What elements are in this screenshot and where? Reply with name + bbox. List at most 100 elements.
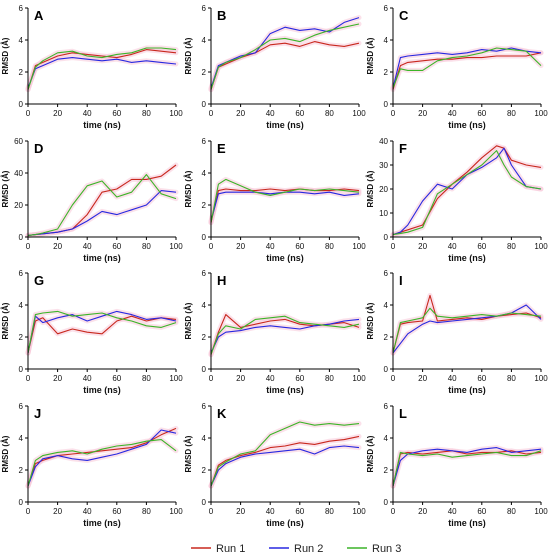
x-tick-label-i: 100 xyxy=(534,374,548,383)
y-axis-title-j: RMSD (Å) xyxy=(1,435,10,472)
x-tick-label-j: 80 xyxy=(142,507,151,516)
y-tick-label-g: 6 xyxy=(19,269,24,278)
series-c-run-2 xyxy=(392,47,542,89)
x-tick-label-c: 40 xyxy=(448,109,457,118)
x-tick-label-a: 20 xyxy=(53,109,62,118)
series-b-run-3 xyxy=(210,23,360,90)
y-tick-label-b: 2 xyxy=(202,68,207,77)
x-tick-label-h: 60 xyxy=(295,374,304,383)
x-tick-label-i: 40 xyxy=(448,374,457,383)
series-h-run-2 xyxy=(210,318,360,354)
x-tick-label-b: 100 xyxy=(352,109,366,118)
x-tick-label-f: 40 xyxy=(448,242,457,251)
x-tick-label-b: 40 xyxy=(266,109,275,118)
y-axis-title-b: RMSD (Å) xyxy=(184,37,193,74)
legend-label-run-1: Run 1 xyxy=(216,543,245,555)
panel-label-e: E xyxy=(217,141,226,156)
x-axis-title-c: time (ns) xyxy=(448,120,486,130)
y-axis-title-k: RMSD (Å) xyxy=(184,435,193,472)
x-tick-label-l: 100 xyxy=(534,507,548,516)
x-axis-title-i: time (ns) xyxy=(448,385,486,395)
y-tick-label-b: 6 xyxy=(202,4,207,13)
x-tick-label-l: 80 xyxy=(507,507,516,516)
x-tick-label-c: 0 xyxy=(391,109,396,118)
series-h-run-3 xyxy=(210,315,360,355)
x-tick-label-f: 0 xyxy=(391,242,396,251)
series-g-run-3 xyxy=(27,310,177,354)
x-tick-label-a: 100 xyxy=(169,109,183,118)
x-axis-title-d: time (ns) xyxy=(83,253,121,263)
x-tick-label-b: 80 xyxy=(325,109,334,118)
x-tick-label-i: 0 xyxy=(391,374,396,383)
y-tick-label-g: 4 xyxy=(19,301,24,310)
x-tick-label-l: 20 xyxy=(418,507,427,516)
x-tick-label-k: 80 xyxy=(325,507,334,516)
x-tick-label-e: 0 xyxy=(209,242,214,251)
panel-label-k: K xyxy=(217,406,227,421)
y-tick-label-e: 4 xyxy=(202,169,207,178)
x-tick-label-e: 100 xyxy=(352,242,366,251)
x-axis-title-b: time (ns) xyxy=(266,120,304,130)
series-l-run-3 xyxy=(392,450,542,487)
y-tick-label-a: 4 xyxy=(19,36,24,45)
y-tick-label-e: 0 xyxy=(202,233,207,242)
y-tick-label-f: 30 xyxy=(379,161,388,170)
x-tick-label-h: 40 xyxy=(266,374,275,383)
series-g-run-2 xyxy=(27,310,177,354)
y-tick-label-i: 4 xyxy=(384,301,389,310)
y-tick-label-e: 2 xyxy=(202,201,207,210)
series-i-run-1 xyxy=(392,294,542,354)
x-tick-label-d: 40 xyxy=(83,242,92,251)
y-tick-label-i: 0 xyxy=(384,365,389,374)
x-tick-label-c: 60 xyxy=(477,109,486,118)
y-tick-label-c: 2 xyxy=(384,68,389,77)
y-axis-title-g: RMSD (Å) xyxy=(1,302,10,339)
y-axis-title-i: RMSD (Å) xyxy=(366,302,375,339)
x-tick-label-j: 20 xyxy=(53,507,62,516)
y-tick-label-l: 2 xyxy=(384,466,389,475)
series-c-run-3 xyxy=(392,47,542,89)
x-axis-title-e: time (ns) xyxy=(266,253,304,263)
x-axis-title-a: time (ns) xyxy=(83,120,121,130)
y-tick-label-j: 2 xyxy=(19,466,24,475)
x-tick-label-d: 100 xyxy=(169,242,183,251)
y-tick-label-h: 4 xyxy=(202,301,207,310)
y-tick-label-i: 6 xyxy=(384,269,389,278)
x-tick-label-e: 80 xyxy=(325,242,334,251)
panel-label-d: D xyxy=(34,141,43,156)
x-axis-title-j: time (ns) xyxy=(83,518,121,528)
y-tick-label-i: 2 xyxy=(384,333,389,342)
legend-label-run-2: Run 2 xyxy=(294,543,323,555)
series-a-run-3 xyxy=(27,47,177,90)
y-tick-label-l: 6 xyxy=(384,402,389,411)
y-tick-label-c: 4 xyxy=(384,36,389,45)
y-tick-label-g: 2 xyxy=(19,333,24,342)
x-tick-label-d: 80 xyxy=(142,242,151,251)
x-tick-label-h: 80 xyxy=(325,374,334,383)
x-tick-label-d: 60 xyxy=(112,242,121,251)
series-d-run-3 xyxy=(27,174,177,236)
y-tick-label-h: 6 xyxy=(202,269,207,278)
y-tick-label-b: 4 xyxy=(202,36,207,45)
x-tick-label-j: 100 xyxy=(169,507,183,516)
x-tick-label-j: 60 xyxy=(112,507,121,516)
y-tick-label-k: 0 xyxy=(202,498,207,507)
x-tick-label-c: 80 xyxy=(507,109,516,118)
panel-label-i: I xyxy=(399,273,403,288)
y-tick-label-f: 40 xyxy=(379,137,388,146)
series-c-run-1 xyxy=(392,52,542,90)
x-tick-label-i: 20 xyxy=(418,374,427,383)
series-i-run-3 xyxy=(392,307,542,354)
series-b-run-1 xyxy=(210,41,360,90)
x-tick-label-g: 100 xyxy=(169,374,183,383)
series-e-run-3 xyxy=(210,178,360,223)
series-l-run-1 xyxy=(392,450,542,487)
x-tick-label-a: 40 xyxy=(83,109,92,118)
